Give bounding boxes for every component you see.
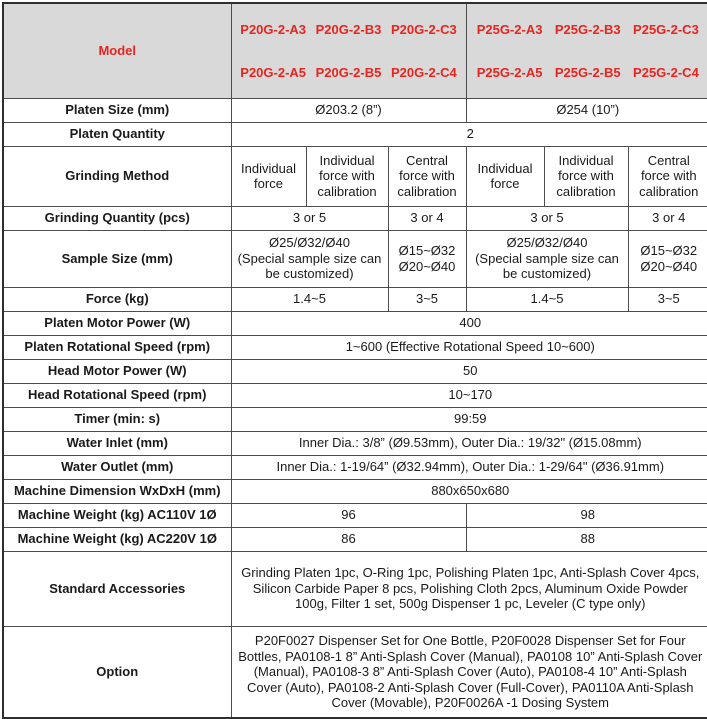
table-header-row: Model P20G-2-A3 P20G-2-B3 P20G-2-C3 P20G… bbox=[2, 2, 707, 99]
row-head-rotational-speed: Head Rotational Speed (rpm) 10~170 bbox=[2, 382, 707, 408]
spec-cell: Ø254 (10”) bbox=[465, 97, 707, 123]
row-label: Machine Weight (kg) AC220V 1Ø bbox=[2, 526, 232, 552]
row-label: Standard Accessories bbox=[2, 550, 232, 627]
spec-cell: 86 bbox=[230, 526, 467, 552]
model-group-p25g: P25G-2-A3 P25G-2-B3 P25G-2-C3 P25G-2-A5 … bbox=[465, 2, 707, 99]
spec-cell: Individual force with calibration bbox=[305, 145, 389, 207]
row-label: Platen Motor Power (W) bbox=[2, 310, 232, 336]
row-water-outlet: Water Outlet (mm) Inner Dia.: 1-19/64” (… bbox=[2, 454, 707, 480]
row-option: Option P20F0027 Dispenser Set for One Bo… bbox=[2, 625, 707, 719]
spec-cell: 3~5 bbox=[627, 286, 707, 312]
row-weight-ac220v: Machine Weight (kg) AC220V 1Ø 86 88 bbox=[2, 526, 707, 552]
row-water-inlet: Water Inlet (mm) Inner Dia.: 3/8” (Ø9.53… bbox=[2, 430, 707, 456]
model-name: P25G-2-B5 bbox=[554, 64, 621, 80]
row-weight-ac110v: Machine Weight (kg) AC110V 1Ø 96 98 bbox=[2, 502, 707, 528]
model-name: P20G-2-A5 bbox=[240, 64, 307, 80]
spec-cell: 3 or 5 bbox=[230, 205, 389, 231]
spec-cell: Ø15~Ø32 Ø20~Ø40 bbox=[387, 229, 467, 288]
model-name: P20G-2-A3 bbox=[240, 21, 307, 37]
spec-cell: Ø25/Ø32/Ø40 (Special sample size can be … bbox=[230, 229, 389, 288]
spec-cell: 3 or 4 bbox=[387, 205, 467, 231]
row-label: Platen Quantity bbox=[2, 121, 232, 147]
model-name: P20G-2-C3 bbox=[390, 21, 457, 37]
row-label: Timer (min: s) bbox=[2, 406, 232, 432]
row-force: Force (kg) 1.4~5 3~5 1.4~5 3~5 bbox=[2, 286, 707, 312]
row-label: Force (kg) bbox=[2, 286, 232, 312]
model-name: P20G-2-C4 bbox=[390, 64, 457, 80]
spec-cell: Central force with calibration bbox=[387, 145, 467, 207]
spec-cell: 2 bbox=[230, 121, 707, 147]
row-label: Head Rotational Speed (rpm) bbox=[2, 382, 232, 408]
model-line: P20G-2-A3 P20G-2-B3 P20G-2-C3 bbox=[236, 22, 462, 38]
row-label: Water Inlet (mm) bbox=[2, 430, 232, 456]
spec-cell: Ø203.2 (8”) bbox=[230, 97, 467, 123]
spec-cell: 880x650x680 bbox=[230, 478, 707, 504]
spec-cell: Individual force bbox=[230, 145, 307, 207]
row-sample-size: Sample Size (mm) Ø25/Ø32/Ø40 (Special sa… bbox=[2, 229, 707, 288]
row-label: Platen Size (mm) bbox=[2, 97, 232, 123]
spec-cell: 10~170 bbox=[230, 382, 707, 408]
row-label: Sample Size (mm) bbox=[2, 229, 232, 288]
spec-cell: 3~5 bbox=[387, 286, 467, 312]
spec-cell: Central force with calibration bbox=[627, 145, 707, 207]
spec-cell: 3 or 5 bbox=[465, 205, 629, 231]
spec-cell: Grinding Platen 1pc, O-Ring 1pc, Polishi… bbox=[230, 550, 707, 627]
spec-cell: Inner Dia.: 1-19/64” (Ø32.94mm), Outer D… bbox=[230, 454, 707, 480]
spec-cell: 50 bbox=[230, 358, 707, 384]
spec-cell: P20F0027 Dispenser Set for One Bottle, P… bbox=[230, 625, 707, 719]
row-machine-dimension: Machine Dimension WxDxH (mm) 880x650x680 bbox=[2, 478, 707, 504]
row-platen-quantity: Platen Quantity 2 bbox=[2, 121, 707, 147]
spec-cell: 1~600 (Effective Rotational Speed 10~600… bbox=[230, 334, 707, 360]
spec-cell: 88 bbox=[465, 526, 707, 552]
model-name: P20G-2-B5 bbox=[315, 64, 382, 80]
spec-cell: Individual force with calibration bbox=[543, 145, 629, 207]
row-standard-accessories: Standard Accessories Grinding Platen 1pc… bbox=[2, 550, 707, 627]
model-name: P25G-2-C3 bbox=[633, 21, 699, 37]
spec-cell: Ø25/Ø32/Ø40 (Special sample size can be … bbox=[465, 229, 629, 288]
row-label: Platen Rotational Speed (rpm) bbox=[2, 334, 232, 360]
model-line: P20G-2-A5 P20G-2-B5 P20G-2-C4 bbox=[236, 65, 462, 81]
spec-cell: 98 bbox=[465, 502, 707, 528]
model-name: P20G-2-B3 bbox=[315, 21, 382, 37]
model-name: P25G-2-C4 bbox=[633, 64, 699, 80]
spec-cell: Ø15~Ø32 Ø20~Ø40 bbox=[627, 229, 707, 288]
spec-cell: 1.4~5 bbox=[230, 286, 389, 312]
spec-cell: 400 bbox=[230, 310, 707, 336]
model-name: P25G-2-A3 bbox=[476, 21, 543, 37]
row-timer: Timer (min: s) 99:59 bbox=[2, 406, 707, 432]
spec-cell: 1.4~5 bbox=[465, 286, 629, 312]
row-head-motor-power: Head Motor Power (W) 50 bbox=[2, 358, 707, 384]
spec-cell: 96 bbox=[230, 502, 467, 528]
row-platen-motor-power: Platen Motor Power (W) 400 bbox=[2, 310, 707, 336]
spec-cell: Individual force bbox=[465, 145, 545, 207]
row-grinding-quantity: Grinding Quantity (pcs) 3 or 5 3 or 4 3 … bbox=[2, 205, 707, 231]
model-name: P25G-2-B3 bbox=[554, 21, 621, 37]
row-label: Grinding Method bbox=[2, 145, 232, 207]
spec-cell: 99:59 bbox=[230, 406, 707, 432]
row-label: Option bbox=[2, 625, 232, 719]
model-group-p20g: P20G-2-A3 P20G-2-B3 P20G-2-C3 P20G-2-A5 … bbox=[230, 2, 467, 99]
model-line: P25G-2-A5 P25G-2-B5 P25G-2-C4 bbox=[471, 65, 706, 81]
model-name: P25G-2-A5 bbox=[476, 64, 543, 80]
model-line: P25G-2-A3 P25G-2-B3 P25G-2-C3 bbox=[471, 22, 706, 38]
row-label: Grinding Quantity (pcs) bbox=[2, 205, 232, 231]
row-grinding-method: Grinding Method Individual force Individ… bbox=[2, 145, 707, 207]
row-label: Machine Dimension WxDxH (mm) bbox=[2, 478, 232, 504]
row-platen-rotational-speed: Platen Rotational Speed (rpm) 1~600 (Eff… bbox=[2, 334, 707, 360]
row-label: Machine Weight (kg) AC110V 1Ø bbox=[2, 502, 232, 528]
row-label: Head Motor Power (W) bbox=[2, 358, 232, 384]
spec-cell: 3 or 4 bbox=[627, 205, 707, 231]
row-platen-size: Platen Size (mm) Ø203.2 (8”) Ø254 (10”) bbox=[2, 97, 707, 123]
model-header-label: Model bbox=[2, 2, 232, 99]
spec-cell: Inner Dia.: 3/8” (Ø9.53mm), Outer Dia.: … bbox=[230, 430, 707, 456]
row-label: Water Outlet (mm) bbox=[2, 454, 232, 480]
